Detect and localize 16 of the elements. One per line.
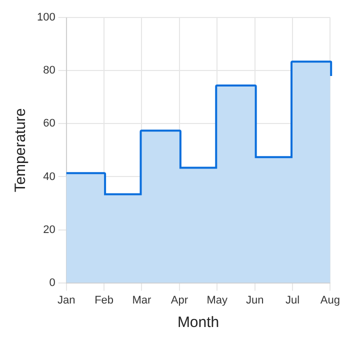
x-tick-label: Apr [170, 294, 188, 306]
x-tick-label: Jun [246, 294, 264, 306]
y-tick-label: 80 [43, 64, 56, 77]
x-tick-label: Mar [132, 294, 152, 306]
y-axis-title: Temperature [12, 108, 30, 192]
y-tick-label: 0 [49, 276, 56, 289]
x-tick-label: Jul [285, 294, 300, 306]
x-tick-label: Jan [57, 294, 76, 306]
x-tick-label: May [206, 294, 228, 306]
x-axis-title: Month [177, 314, 220, 332]
y-tick-label: 60 [43, 118, 56, 130]
x-tick-label: Aug [320, 294, 340, 306]
y-tick-label: 40 [43, 170, 56, 183]
x-tick-label: Feb [94, 294, 114, 306]
y-tick-label: 20 [43, 224, 56, 236]
y-tick-label: 100 [36, 12, 56, 24]
